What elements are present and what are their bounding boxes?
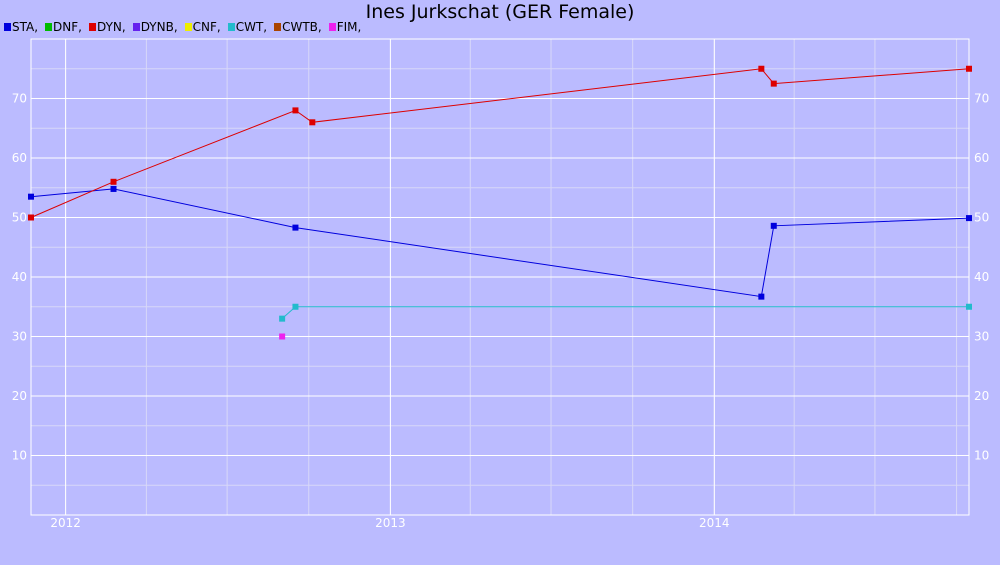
y-tick-label-right: 50 bbox=[974, 211, 989, 225]
y-tick-label-left: 40 bbox=[12, 270, 27, 284]
point-dyn bbox=[309, 119, 316, 126]
point-sta bbox=[966, 215, 972, 222]
legend-swatch bbox=[88, 23, 96, 31]
chart-title: Ines Jurkschat (GER Female) bbox=[365, 1, 635, 23]
legend-swatch bbox=[132, 23, 140, 31]
point-dyn bbox=[110, 178, 117, 185]
y-tick-label-left: 60 bbox=[12, 151, 27, 165]
y-tick-label-left: 10 bbox=[12, 449, 27, 463]
legend-entry: DYNB, bbox=[132, 20, 178, 34]
legend-swatch bbox=[45, 23, 53, 31]
point-sta bbox=[770, 222, 777, 229]
legend-label: CWTB, bbox=[282, 20, 322, 34]
y-tick-label-right: 70 bbox=[974, 92, 989, 106]
point-cwt bbox=[279, 315, 286, 322]
y-tick-label-right: 30 bbox=[974, 330, 989, 344]
point-cwt bbox=[966, 303, 972, 310]
x-tick-label: 2012 bbox=[50, 516, 81, 530]
x-tick-label: 2013 bbox=[375, 516, 406, 530]
y-tick-label-right: 10 bbox=[974, 449, 989, 463]
y-tick-label-left: 70 bbox=[12, 92, 27, 106]
legend-label: DNF, bbox=[53, 20, 82, 34]
y-tick-label-left: 50 bbox=[12, 211, 27, 225]
legend-entry: DYN, bbox=[88, 20, 126, 34]
series-line-cwt bbox=[281, 306, 969, 319]
point-dyn bbox=[28, 214, 34, 221]
legend-swatch bbox=[4, 23, 11, 31]
series-line-sta bbox=[30, 188, 970, 298]
point-dyn bbox=[966, 65, 972, 72]
point-sta bbox=[28, 193, 34, 200]
point-cwt bbox=[292, 303, 299, 310]
point-dyn bbox=[770, 80, 777, 87]
legend-entry: CWT, bbox=[227, 20, 268, 34]
plot-frame bbox=[30, 38, 970, 516]
y-tick-label-right: 40 bbox=[974, 270, 989, 284]
legend-swatch bbox=[328, 23, 336, 31]
point-fim bbox=[279, 333, 286, 340]
point-dyn bbox=[292, 107, 299, 114]
legend-entry: STA, bbox=[4, 20, 38, 34]
legend-label: DYNB, bbox=[140, 20, 178, 34]
legend-label: STA, bbox=[12, 20, 39, 34]
legend-label: DYN, bbox=[96, 20, 126, 34]
legend-swatch bbox=[184, 23, 192, 31]
legend-entry: CWTB, bbox=[274, 20, 322, 34]
legend-label: CWT, bbox=[235, 20, 268, 34]
point-sta bbox=[292, 224, 299, 231]
legend: STA, DNF, DYN, DYNB, CNF, CWT, CWTB, FIM, bbox=[4, 20, 368, 34]
point-sta bbox=[758, 293, 765, 300]
legend-entry: DNF, bbox=[45, 20, 82, 34]
x-tick-label: 2014 bbox=[699, 516, 730, 530]
legend-label: FIM, bbox=[336, 20, 362, 34]
y-tick-label-left: 30 bbox=[12, 330, 27, 344]
y-tick-label-left: 20 bbox=[12, 389, 27, 403]
legend-swatch bbox=[227, 23, 235, 31]
series-line-dyn bbox=[30, 68, 970, 218]
y-tick-label-right: 20 bbox=[974, 389, 989, 403]
point-sta bbox=[110, 185, 117, 192]
point-dyn bbox=[758, 65, 765, 72]
legend-entry: FIM, bbox=[328, 20, 362, 34]
legend-entry: CNF, bbox=[184, 20, 221, 34]
legend-label: CNF, bbox=[192, 20, 221, 34]
y-tick-label-right: 60 bbox=[974, 151, 989, 165]
legend-swatch bbox=[274, 23, 282, 31]
